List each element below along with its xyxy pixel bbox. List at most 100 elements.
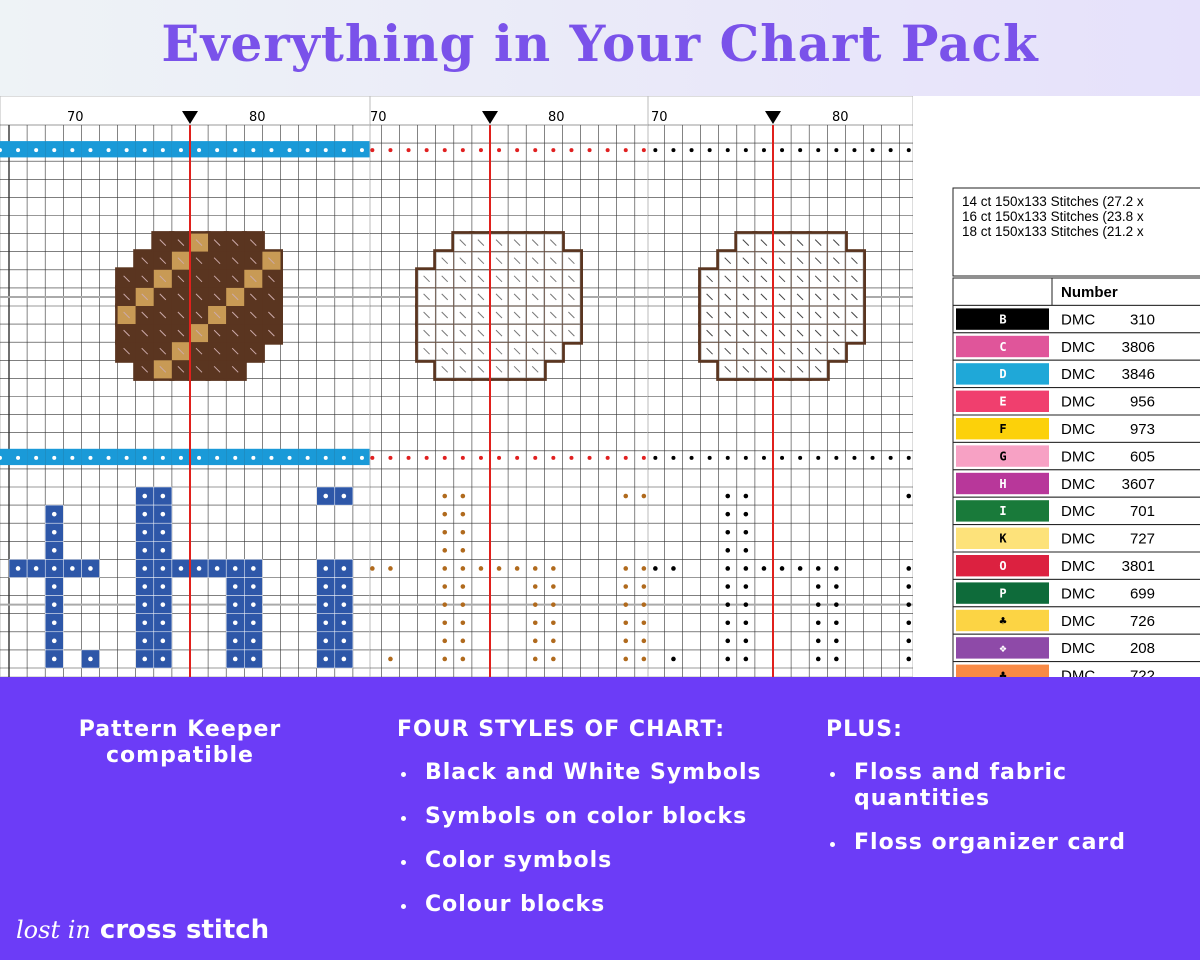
- grid: [0, 124, 370, 677]
- blob-symbol: [742, 311, 750, 319]
- band-symbol: [641, 148, 646, 153]
- band-symbol: [142, 148, 147, 153]
- legend-swatch: [956, 582, 1049, 604]
- letter-symbol: [160, 584, 166, 589]
- band-symbol: [178, 148, 183, 153]
- stitch-line: 14 ct 150x133 Stitches (27.2 x: [962, 194, 1144, 209]
- plus-heading: PLUS:: [826, 717, 903, 742]
- blob-symbol: [531, 239, 539, 246]
- band-symbol: [707, 455, 712, 460]
- blob-symbol: [459, 365, 467, 373]
- blob-symbol: [459, 347, 467, 355]
- blob-symbol: [706, 275, 713, 283]
- legend-number: 208: [1130, 640, 1155, 657]
- blob-symbol: [796, 347, 804, 355]
- blob-symbol: [796, 275, 804, 283]
- blob-symbol: [123, 329, 130, 337]
- letter-symbol: [725, 602, 731, 607]
- blob-symbol: [195, 329, 203, 337]
- band-symbol: [671, 148, 676, 153]
- letter-symbol: [251, 638, 256, 644]
- band-cell: [0, 141, 9, 158]
- letter-symbol: [323, 638, 329, 644]
- blob-symbol: [778, 347, 786, 355]
- letter-symbol: [641, 493, 647, 499]
- band-symbol: [124, 148, 129, 153]
- blob-symbol: [477, 275, 485, 283]
- blob-symbol: [423, 311, 430, 319]
- letter-symbol: [779, 566, 785, 571]
- panel-bg: [647, 96, 914, 677]
- blob-symbol: [249, 293, 257, 301]
- band-symbol: [323, 455, 328, 460]
- blob-symbol: [159, 329, 167, 337]
- letter-symbol: [341, 566, 347, 571]
- band-symbol: [34, 148, 39, 153]
- letter-symbol: [323, 493, 329, 499]
- blob-symbol: [177, 239, 185, 246]
- blob-symbol: [268, 257, 275, 265]
- styles-column: FOUR STYLES OF CHART: Black and White Sy…: [397, 717, 762, 936]
- band-symbol: [725, 455, 730, 460]
- letter-symbol: [743, 566, 749, 571]
- blob-symbol: [814, 239, 822, 246]
- band-symbol: [52, 148, 57, 153]
- band-symbol: [569, 148, 574, 153]
- letter-symbol: [160, 493, 166, 499]
- blob-symbol: [814, 365, 822, 373]
- band-symbol: [533, 455, 538, 460]
- band-symbol: [834, 455, 839, 460]
- letter-symbol: [496, 566, 502, 571]
- styles-heading: FOUR STYLES OF CHART:: [397, 717, 726, 742]
- letter-symbol: [460, 656, 466, 662]
- band-symbol: [888, 148, 893, 153]
- blob-symbol: [513, 347, 521, 355]
- legend-brand: DMC: [1061, 558, 1095, 575]
- letter-symbol: [142, 638, 148, 644]
- letter-symbol: [160, 566, 166, 571]
- legend-brand: DMC: [1061, 585, 1095, 602]
- letter-symbol: [671, 656, 676, 662]
- letter-symbol: [725, 584, 731, 589]
- band-symbol: [424, 148, 429, 153]
- letter-symbol: [214, 566, 220, 571]
- blob-symbol: [441, 347, 449, 355]
- blob-symbol: [742, 239, 750, 246]
- letter-symbol: [323, 584, 329, 589]
- band-symbol: [870, 148, 875, 153]
- blob-symbol: [814, 329, 822, 337]
- blob-symbol: [477, 239, 485, 246]
- feature-item: Black and White Symbols: [397, 760, 762, 786]
- band-symbol: [370, 148, 375, 153]
- legend-panel: 14 ct 150x133 Stitches (27.2 x16 ct 150x…: [913, 96, 1200, 677]
- axis-label: 70: [370, 110, 387, 125]
- band-symbol: [388, 455, 393, 460]
- band-symbol: [852, 148, 857, 153]
- blob-symbol: [159, 365, 167, 373]
- band-symbol: [515, 455, 520, 460]
- legend-swatch: [956, 555, 1049, 577]
- blob-symbol: [495, 329, 503, 337]
- letter-symbol: [532, 638, 538, 644]
- center-marker: [765, 111, 781, 124]
- blob-symbol: [832, 257, 840, 265]
- band-symbol: [251, 148, 256, 153]
- letter-symbol: [15, 566, 21, 571]
- legend-number: 3846: [1122, 366, 1155, 383]
- blob-symbol: [513, 257, 521, 265]
- blob-symbol: [495, 239, 503, 246]
- blob-symbol: [441, 275, 449, 283]
- letter-symbol: [743, 493, 749, 499]
- blob-symbol: [231, 347, 239, 355]
- letter-symbol: [551, 584, 556, 589]
- band-symbol: [761, 148, 766, 153]
- letter-symbol: [906, 602, 912, 607]
- legend-symbol: O: [999, 559, 1006, 573]
- blob-symbol: [441, 257, 449, 265]
- blob-symbol: [213, 311, 221, 319]
- letter-symbol: [834, 602, 839, 607]
- blob-symbol: [231, 365, 239, 373]
- band-symbol: [478, 455, 483, 460]
- letter-symbol: [442, 493, 448, 499]
- letter-symbol: [160, 548, 166, 553]
